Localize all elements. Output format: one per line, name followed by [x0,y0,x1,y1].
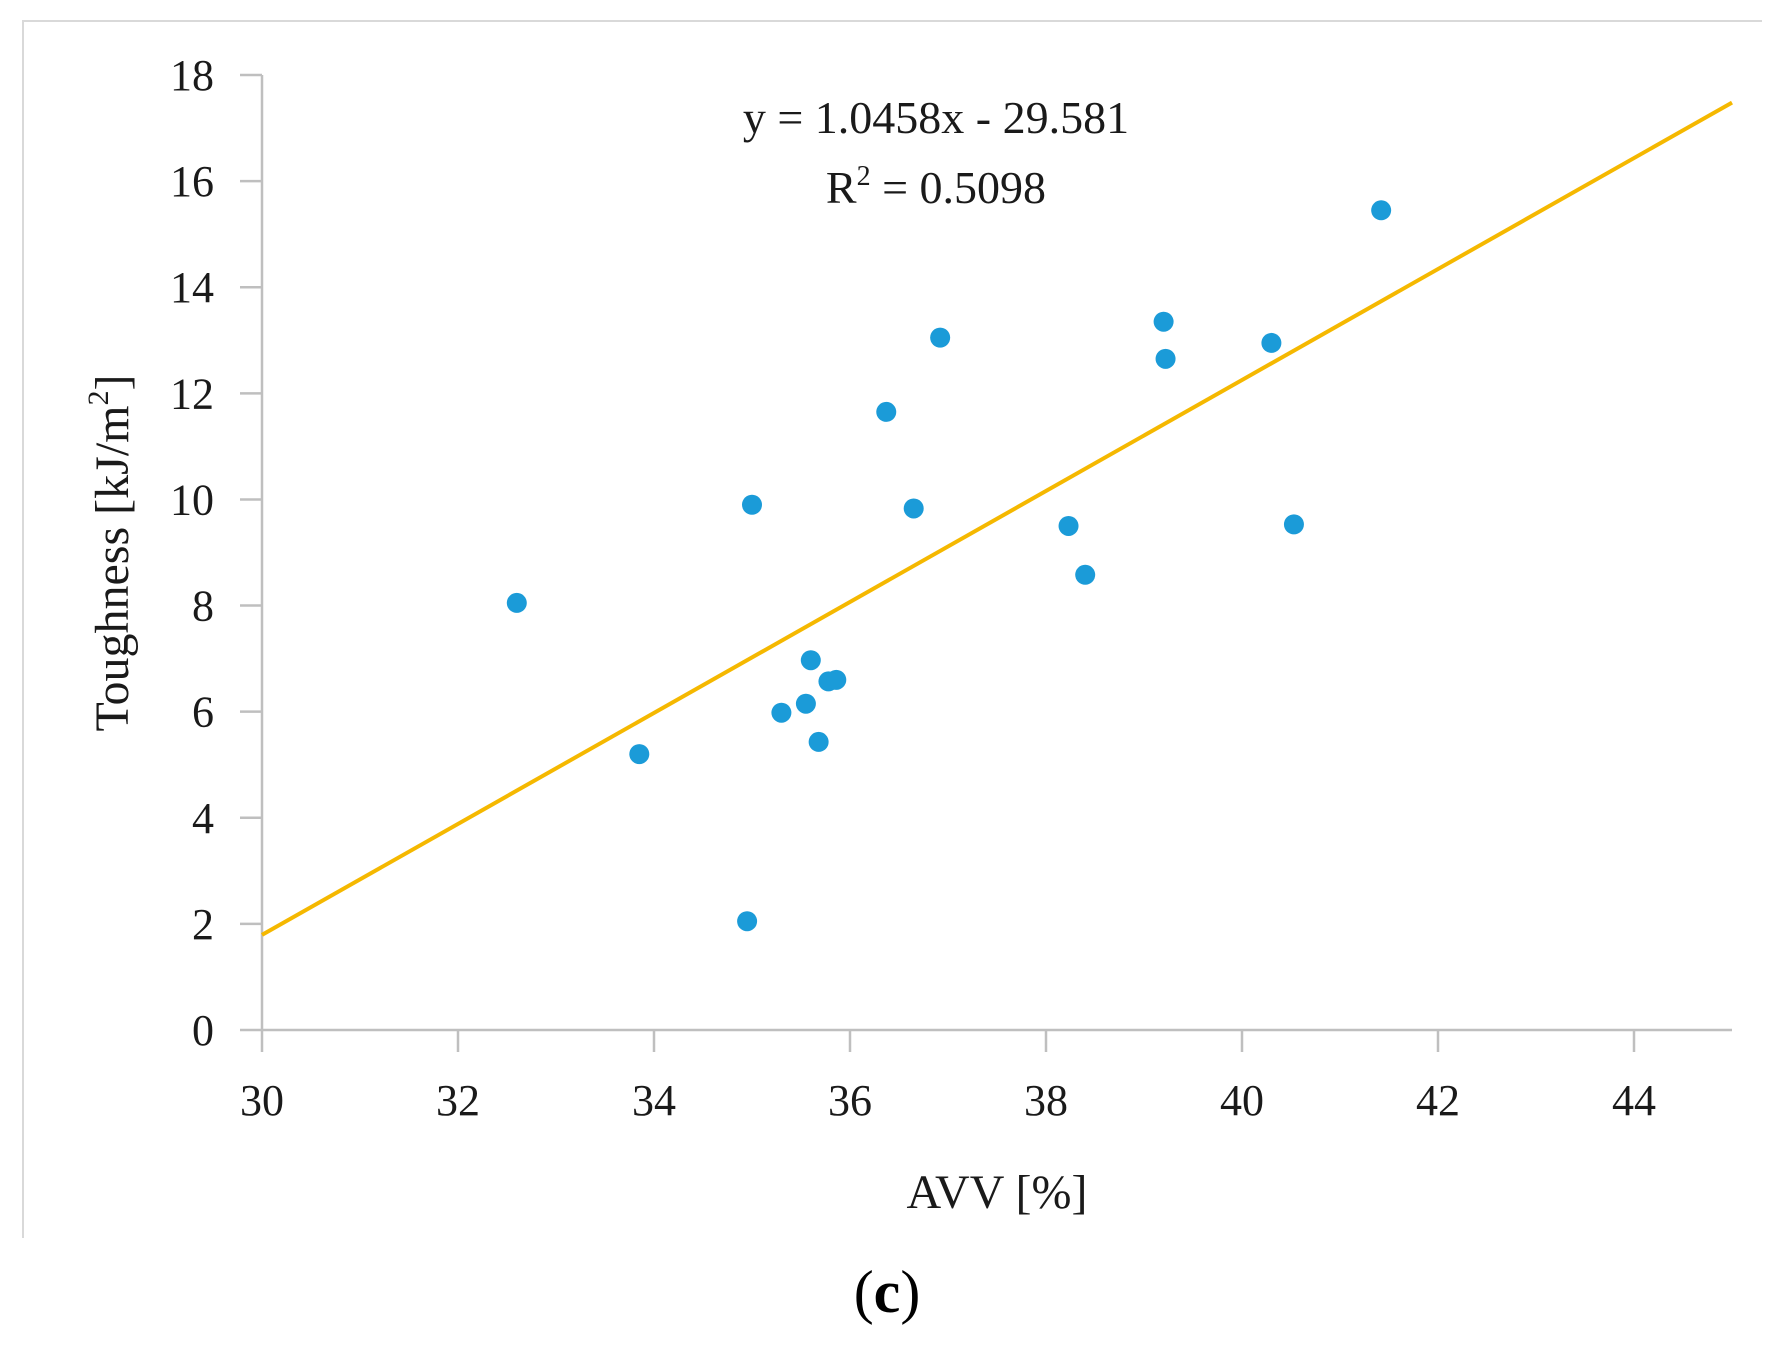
x-tick-label: 40 [1220,1076,1264,1125]
panel-label-letter: c [873,1259,901,1325]
y-tick-label: 2 [192,900,214,949]
x-tick-label: 30 [240,1076,284,1125]
r-squared-label: R2 = 0.5098 [826,161,1046,213]
y-tick-label: 4 [192,794,214,843]
scatter-chart: 0 2 4 6 8 10 12 14 16 18 30 32 34 36 38 40 42 44 y = 1.0… [82,51,1733,1219]
y-tick-label: 14 [170,263,214,312]
x-tick-label: 36 [828,1076,872,1125]
y-tick-label: 18 [170,51,214,100]
data-point [903,498,924,519]
y-axis-title-end: ] [86,375,139,391]
x-tick-label: 44 [1612,1076,1656,1125]
data-point [1058,515,1079,536]
r-squared-value: = 0.5098 [871,162,1046,213]
data-point [795,693,816,714]
x-tick-label: 34 [632,1076,676,1125]
data-point [1283,514,1304,535]
r-squared-prefix: R [826,162,857,213]
y-ticks: 0 2 4 6 8 10 12 14 16 18 [170,51,262,1055]
y-tick-label: 12 [170,369,214,418]
panel-label: (c) [0,1258,1774,1327]
y-tick-label: 16 [170,157,214,206]
data-point [1261,332,1282,353]
data-point [1153,311,1174,332]
y-axis-title-superscript: 2 [82,391,115,406]
data-point [506,592,527,613]
data-point [629,744,650,765]
data-point [771,702,792,723]
data-point [808,731,829,752]
y-axis-title-main: Toughness [kJ/m [86,406,139,732]
panel-label-close: ) [900,1259,921,1325]
axes [260,75,1732,1032]
trendline [261,100,1733,937]
trendline-equation: y = 1.0458x - 29.581 [743,92,1129,143]
data-point [930,327,951,348]
data-point [737,911,758,932]
panel-label-open: ( [853,1259,874,1325]
x-tick-label: 32 [436,1076,480,1125]
y-axis-title: Toughness [kJ/m2] [82,375,139,732]
trendline-layer [261,100,1733,937]
y-tick-label: 8 [192,582,214,631]
points-layer [506,200,1392,932]
data-point [800,650,821,671]
y-tick-label: 10 [170,475,214,524]
data-point [1075,564,1096,585]
data-point [1155,348,1176,369]
x-ticks: 30 32 34 36 38 40 42 44 [240,1030,1656,1125]
y-tick-label: 6 [192,688,214,737]
data-point [826,669,847,690]
data-point [742,494,762,515]
x-tick-label: 38 [1024,1076,1068,1125]
y-tick-label: 0 [192,1006,214,1055]
r-squared-superscript: 2 [857,161,871,192]
x-tick-label: 42 [1416,1076,1460,1125]
data-point [1371,200,1392,221]
x-axis-title: AVV [%] [907,1166,1088,1219]
chart-area [22,20,1762,1238]
data-point [876,401,897,422]
